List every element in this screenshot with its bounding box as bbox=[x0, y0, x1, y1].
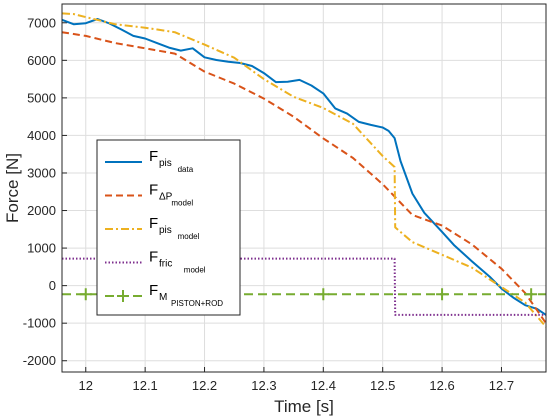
series-marker-4 bbox=[79, 288, 92, 301]
y-axis-label: Force [N] bbox=[3, 153, 22, 223]
legend-label-subsub: PISTON+ROD bbox=[171, 299, 223, 308]
legend-label-subsub: model bbox=[184, 266, 206, 275]
legend-label-main: F bbox=[149, 148, 158, 165]
y-tick-label: 6000 bbox=[27, 53, 56, 68]
y-tick-label: 0 bbox=[49, 278, 56, 293]
y-tick-labels: -2000 -1000 0 1000 2000 3000 4000 5000 6000 7000 bbox=[23, 15, 56, 368]
x-tick-label: 12.6 bbox=[429, 378, 454, 393]
series-line-3 bbox=[62, 257, 546, 316]
y-tick-label: 2000 bbox=[27, 203, 56, 218]
legend-label-main: F bbox=[149, 282, 158, 299]
legend-label-sub: pis bbox=[159, 158, 172, 169]
markers-layer bbox=[79, 288, 538, 301]
legend-label-sub: M bbox=[159, 292, 167, 303]
y-tick-label: -2000 bbox=[23, 353, 56, 368]
y-tick-label: 7000 bbox=[27, 15, 56, 30]
legend-label-subsub: model bbox=[171, 199, 193, 208]
legend-label-main: F bbox=[149, 249, 158, 266]
x-tick-label: 12.1 bbox=[132, 378, 157, 393]
series-line-2 bbox=[61, 12, 547, 328]
y-tick-label: 5000 bbox=[27, 90, 56, 105]
y-tick-label: 4000 bbox=[27, 128, 56, 143]
y-tick-label: 1000 bbox=[27, 241, 56, 256]
legend-label-sub: fric bbox=[159, 259, 172, 270]
legend-marker-4 bbox=[117, 290, 129, 302]
legend-label-main: F bbox=[149, 215, 158, 232]
y-tick-label: 3000 bbox=[27, 165, 56, 180]
legend-label-sub: pis bbox=[159, 225, 172, 236]
series-marker-4 bbox=[436, 288, 449, 301]
legend-label-main: F bbox=[149, 182, 158, 199]
x-tick-label: 12 bbox=[79, 378, 93, 393]
x-tick-label: 12.2 bbox=[192, 378, 217, 393]
y-tick-label: -1000 bbox=[23, 316, 56, 331]
legend-label-subsub: data bbox=[178, 165, 194, 174]
x-tick-label: 12.4 bbox=[311, 378, 336, 393]
x-tick-label: 12.3 bbox=[251, 378, 276, 393]
x-axis-label: Time [s] bbox=[274, 397, 334, 416]
series-line-1 bbox=[61, 31, 547, 324]
series-marker-4 bbox=[525, 288, 538, 301]
plot-frame bbox=[61, 3, 547, 373]
series-line-0 bbox=[61, 18, 547, 316]
x-tick-label: 12.5 bbox=[370, 378, 395, 393]
x-tick-label: 12.7 bbox=[489, 378, 514, 393]
legend-label-sub: ΔP bbox=[159, 192, 173, 203]
series-marker-4 bbox=[317, 288, 330, 301]
legend-label-subsub: model bbox=[178, 232, 200, 241]
legend-box bbox=[96, 139, 241, 316]
series-layer bbox=[61, 12, 547, 328]
x-tick-labels: 12 12.1 12.2 12.3 12.4 12.5 12.6 12.7 bbox=[79, 378, 515, 393]
